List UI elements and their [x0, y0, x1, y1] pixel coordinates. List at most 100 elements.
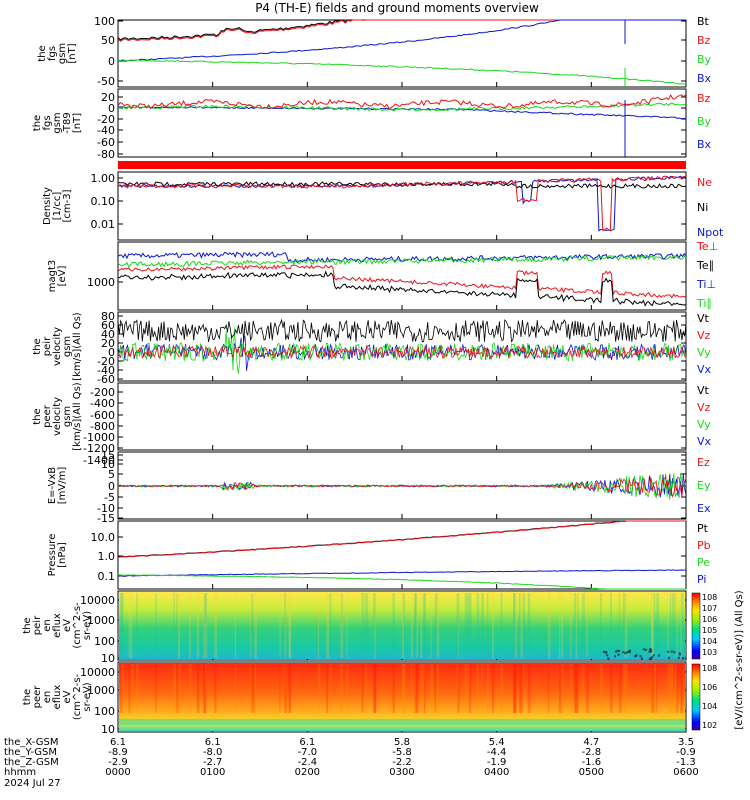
series-p8-Pi [118, 569, 687, 577]
spectro-ion-stripe [513, 593, 516, 658]
axis-row-1-val-5: -2.8 [582, 747, 602, 758]
axis-row-3-val-2: 0200 [295, 767, 320, 778]
axis-row-0-val-2: 6.1 [299, 737, 315, 748]
spectro-ele-stripe [651, 664, 655, 713]
ylabel-p3-1: [1/cc] [52, 192, 63, 221]
ylabel-p2-2: gsm [52, 112, 63, 133]
axis-row-3-val-6: 0600 [673, 767, 698, 778]
ylabel-p10-3: eflux [52, 685, 63, 710]
spectro-ele-stripe [500, 664, 504, 713]
series-p1-Bx [117, 19, 686, 62]
spectro-ion-speck [605, 651, 608, 654]
spectro-ion-speck [640, 657, 643, 660]
spectro-ele-stripe [203, 664, 207, 713]
series-p4-TiPar [117, 254, 687, 268]
spectro-ion-stripe [234, 593, 237, 658]
spectro-ion-speck [667, 656, 670, 659]
spectro-ion-stripe [674, 593, 676, 658]
spectro-ele-stripe [188, 664, 192, 713]
legend-p7-Ez: Ez [697, 456, 710, 469]
spectro-ion-speck [649, 650, 652, 653]
spectro-ele-stripe [176, 664, 179, 713]
spectro-ion-speck [624, 652, 627, 655]
spectro-ele-stripe [574, 664, 577, 713]
spectro-ion-stripe [402, 593, 406, 658]
ylabel-p6-4: [km/s](All Qs) [72, 382, 83, 450]
spectro-ele-stripe [575, 664, 578, 713]
spectro-ion-stripe [651, 593, 654, 658]
spectro-ion-speck [642, 648, 645, 651]
spectro-ele-stripe [514, 664, 517, 713]
spectro-ion-speck [614, 655, 617, 658]
legend-p8-Pt: Pt [697, 522, 709, 535]
legend-p5-Vy: Vy [697, 346, 711, 359]
spectro-ion-stripe [547, 593, 551, 658]
spectro-ion-stripe [361, 593, 365, 658]
ylabel-p10-2: en [42, 691, 53, 704]
ylabel-p9-5: (cm^2-s- [72, 602, 83, 649]
spectro-ion-speck [615, 650, 618, 653]
spectro-ion-stripe [214, 593, 218, 658]
axis-row-2-val-1: -2.7 [203, 757, 223, 768]
series-p7-Ez [117, 475, 687, 498]
legend-p1-Bz: Bz [697, 34, 711, 47]
colorbar-electrons [691, 663, 701, 731]
spectro-ele-stripe [582, 664, 584, 713]
ytick-label-p7-4: -5 [104, 491, 115, 504]
ytick-label-p3-2: 0.01 [91, 218, 116, 231]
spectro-ion-stripe [196, 593, 200, 658]
ytick-label-p8-1: 1.0 [98, 550, 116, 563]
spectro-ele-stripe [414, 664, 417, 713]
ytick-label-p1-2: 0 [108, 55, 115, 68]
colorbar-ion-tick-1: 107 [702, 604, 717, 613]
legend-p5-Vx: Vx [697, 363, 712, 376]
spectro-ion-stripe [130, 593, 133, 658]
spectro-ele-stripe [669, 664, 673, 713]
spectro-ele-stripe [558, 664, 562, 713]
spectro-ion-stripe [326, 593, 330, 658]
series-p2-Bz [117, 93, 687, 110]
series-p4-TePar [117, 270, 687, 307]
series-p1-Bt [117, 19, 686, 41]
ylabel-p2-3: -T89 [62, 112, 73, 134]
spectro-ele-stripe [600, 664, 604, 713]
ylabel-p9-1: peir [32, 615, 43, 635]
spectro-ion-stripe [577, 593, 579, 658]
spectro-ele-stripe [520, 664, 523, 713]
plot-title: P4 (TH-E) fields and ground moments over… [255, 1, 539, 15]
spectro-ele-stripe [423, 664, 426, 713]
ylabel-p6-1: peer [42, 404, 53, 428]
spectro-ele-stripe [365, 664, 367, 713]
legend-p3-Ne: Ne [697, 176, 712, 189]
ylabel-p2-1: fgs [42, 115, 53, 130]
spectro-ion-speck [648, 650, 651, 653]
spectro-ion-speck [670, 650, 673, 653]
spectro-ion-stripe [618, 593, 621, 658]
ytick-label-p2-5: -80 [97, 148, 115, 161]
axis-row-label-3: hhmm [4, 767, 36, 778]
ytick-label-p2-2: -20 [97, 113, 115, 126]
spectro-ele-stripe [656, 664, 658, 713]
spectro-ele-stripe [618, 664, 622, 713]
spectro-ele-stripe [513, 664, 515, 713]
spectro-ele-stripe [410, 664, 413, 713]
spectro-ele-stripe [560, 664, 564, 713]
spectro-ele-stripe [481, 664, 483, 713]
spectro-ele-stripe [289, 664, 291, 713]
ytick-label-p5-0: 80 [101, 310, 115, 323]
spectro-ele-stripe [653, 664, 656, 713]
spectro-ion-stripe [464, 593, 468, 658]
legend-p4-Te⊥: Te⊥ [696, 240, 718, 253]
axis-row-3-val-5: 0500 [579, 767, 604, 778]
spectro-ele-stripe [205, 664, 207, 713]
spectro-ele-stripe [624, 664, 628, 713]
spectro-ion-stripe [476, 593, 480, 658]
ylabel-p9-2: en [42, 619, 53, 632]
spectro-ion-stripe [468, 593, 472, 658]
ytick-label-p9-1: 1000 [87, 614, 115, 627]
spectro-ele-stripe [373, 664, 377, 713]
spectro-ion-stripe [284, 593, 287, 658]
spectro-ion-stripe [392, 593, 395, 658]
